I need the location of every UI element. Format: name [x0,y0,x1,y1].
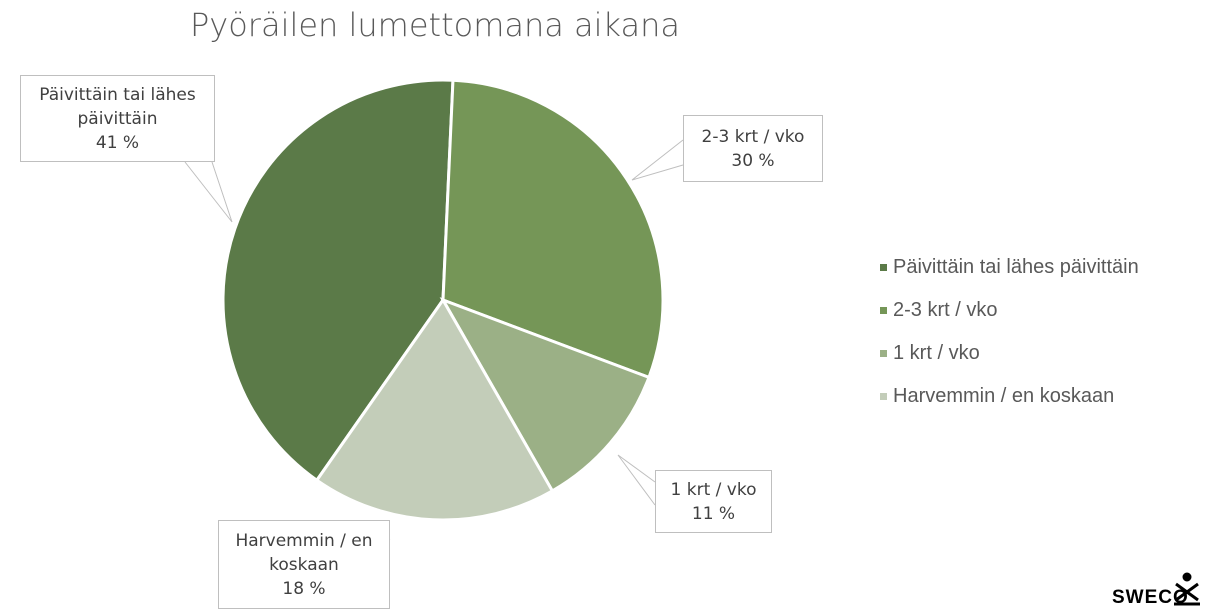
legend-item: Päivittäin tai lähes päivittäin [880,256,1139,279]
data-label: Harvemmin / en koskaan 18 % [218,520,390,609]
label-value: 11 % [691,503,736,524]
data-label: Päivittäin tai lähes päivittäin 41 % [20,75,215,162]
label-value: 30 % [731,150,775,171]
logo-icon [1174,572,1200,606]
logo-stroke [1175,582,1199,602]
leader [617,454,656,506]
legend-label: Harvemmin / en koskaan [893,385,1115,407]
legend-swatch [880,307,887,314]
chart-title: Pyöräilen lumettomana aikana [189,6,680,44]
label-category: Päivittäin tai lähes päivittäin [39,84,196,129]
pie-slice [221,78,455,483]
leader [631,139,684,181]
leader [184,161,233,223]
label-category: 2-3 krt / vko [701,126,805,147]
pie-slice [439,297,651,493]
pie [221,78,665,522]
label-category: 1 krt / vko [670,479,757,500]
logo-dot [1182,572,1192,582]
label-value: 41 % [95,132,140,153]
legend-label: 1 krt / vko [893,342,980,364]
legend-label: 2-3 krt / vko [893,299,998,321]
legend-item: 1 krt / vko [880,342,980,365]
label-value: 18 % [282,578,326,599]
legend-swatch [880,350,887,357]
data-label: 2-3 krt / vko 30 % [683,115,823,182]
pie-slice [441,78,665,380]
legend-label: Päivittäin tai lähes päivittäin [893,256,1139,278]
pie-slice [314,297,555,522]
legend-swatch [880,393,887,400]
logo-text: SWECO [1112,587,1189,608]
data-label: 1 krt / vko 11 % [655,470,772,533]
label-category: Harvemmin / en koskaan [235,530,373,575]
legend-item: Harvemmin / en koskaan [880,385,1114,408]
legend-swatch [880,264,887,271]
legend-item: 2-3 krt / vko [880,299,997,322]
